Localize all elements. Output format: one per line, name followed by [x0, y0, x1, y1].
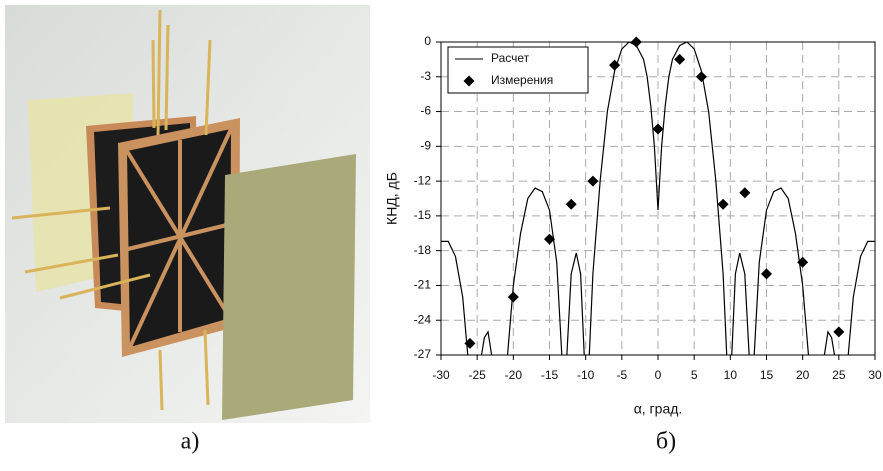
y-tick-label: -27	[414, 347, 432, 361]
y-tick-label: -21	[414, 278, 432, 292]
y-tick-label: -6	[420, 104, 431, 118]
y-tick-label: -3	[420, 69, 431, 83]
y-tick-label: -18	[414, 243, 432, 257]
y-axis-label: КНД, дБ	[384, 172, 400, 225]
caption: а)	[181, 429, 200, 455]
x-tick-label: -25	[468, 368, 486, 382]
x-tick-label: -20	[505, 368, 523, 382]
x-tick-label: 0	[655, 368, 662, 382]
x-tick-label: -10	[577, 368, 595, 382]
x-tick-label: 5	[691, 368, 698, 382]
y-tick-label: -12	[414, 173, 432, 187]
x-tick-label: -30	[432, 368, 450, 382]
figure: а) б) -30 -25 -20 -15 -10 -5 0 5 10 15 20 25 30 0 -3 -6…	[0, 0, 883, 466]
y-tick-label: -24	[414, 312, 432, 326]
x-tick-label: 25	[832, 368, 846, 382]
chart: -30 -25 -20 -15 -10 -5 0 5 10 15 20 25 30 0 -3 -6 -9 -12 -…	[384, 34, 882, 417]
x-axis-label: α, град.	[634, 401, 683, 417]
x-tick-label: 10	[724, 368, 738, 382]
x-tick-label: -5	[616, 368, 627, 382]
x-tick-label: 30	[868, 368, 882, 382]
legend-label: Измерения	[491, 73, 553, 87]
y-tick-label: -15	[414, 208, 432, 222]
x-tick-label: 20	[796, 368, 810, 382]
caption: б)	[656, 429, 676, 455]
antenna-render	[5, 5, 370, 423]
legend-label: Расчет	[491, 51, 530, 65]
y-tick-label: -9	[420, 139, 431, 153]
x-tick-label: -15	[541, 368, 559, 382]
y-tick-label: 0	[424, 34, 431, 48]
x-tick-label: 15	[760, 368, 774, 382]
